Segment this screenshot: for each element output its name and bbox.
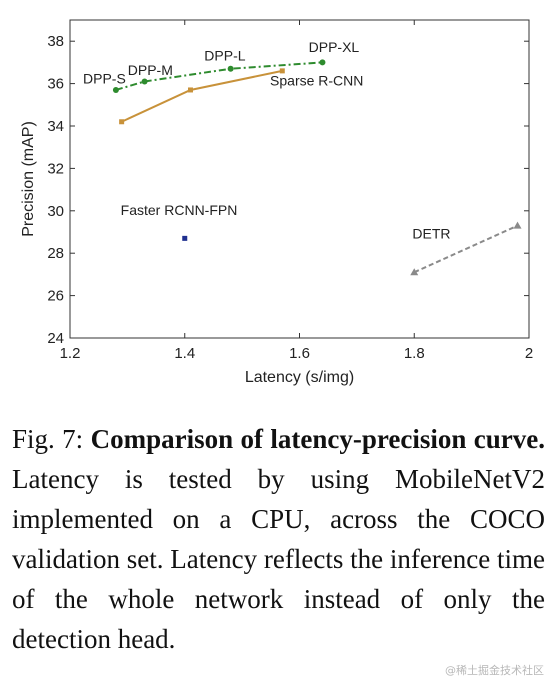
latency-precision-chart: 1.2 1.4 1.6 1.8 2 24 26 28 30 32 34 36 38 DPP-SDPP-M…	[20, 19, 533, 386]
y-tick-label: 34	[47, 118, 64, 135]
figure-caption: Fig. 7: Comparison of latency-precision …	[12, 419, 545, 659]
data-point-dpp	[319, 59, 326, 66]
y-tick-label: 30	[47, 203, 64, 220]
data-point-detr	[410, 268, 419, 276]
axis-ticks: 1.2 1.4 1.6 1.8 2 24 26 28 30 32 34 36 38	[47, 20, 533, 362]
y-tick-label: 38	[47, 33, 64, 50]
point-label: DPP-M	[128, 62, 173, 78]
y-axis-title: Precision (mAP)	[20, 121, 37, 237]
x-tick-label: 1.4	[174, 345, 195, 362]
data-point-faster-rcnn-fpn	[182, 235, 188, 241]
series-line-sparse-r-cnn	[121, 69, 283, 123]
x-tick-label: 2	[525, 345, 533, 362]
y-tick-label: 26	[47, 288, 64, 305]
data-point-dpp	[112, 86, 119, 93]
point-label: DPP-XL	[309, 39, 360, 55]
caption-bold-title: Comparison of latency-precision curve.	[90, 424, 545, 454]
x-tick-label: 1.2	[60, 345, 81, 362]
point-label: Faster RCNN-FPN	[121, 202, 238, 218]
point-label: Sparse R-CNN	[270, 73, 363, 89]
data-point-dpp	[141, 78, 148, 85]
caption-prefix: Fig. 7:	[12, 424, 91, 454]
x-axis-title: Latency (s/img)	[245, 369, 354, 386]
watermark: @稀土掘金技术社区	[445, 664, 544, 677]
data-point-sparse-r-cnn	[119, 119, 125, 125]
y-tick-label: 24	[47, 330, 64, 347]
y-tick-label: 32	[47, 160, 64, 177]
data-point-sparse-r-cnn	[187, 87, 193, 93]
x-tick-label: 1.6	[289, 345, 310, 362]
point-label: DPP-S	[83, 71, 126, 87]
series-line-detr	[413, 224, 518, 274]
y-tick-label: 36	[47, 76, 64, 93]
point-label: DETR	[412, 225, 450, 241]
y-tick-label: 28	[47, 245, 64, 262]
series-layer	[112, 59, 522, 276]
data-point-dpp	[227, 65, 234, 72]
data-point-sparse-r-cnn	[279, 68, 285, 74]
x-tick-label: 1.8	[404, 345, 425, 362]
point-label: DPP-L	[204, 47, 245, 63]
data-point-detr	[513, 221, 522, 229]
caption-body: Latency is tested by using MobileNetV2 i…	[12, 464, 545, 654]
